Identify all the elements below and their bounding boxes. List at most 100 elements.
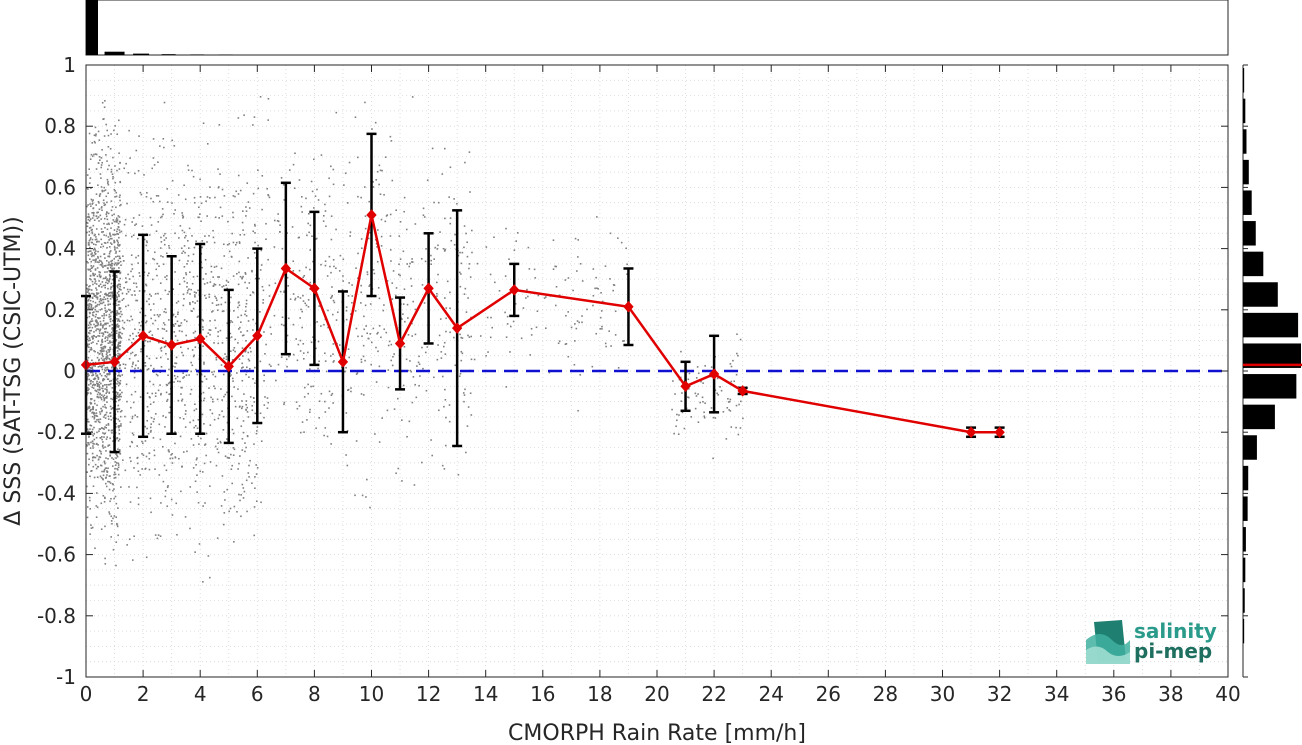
scatter-point [197,315,199,318]
scatter-point [100,323,102,325]
scatter-point [111,268,113,270]
scatter-point [101,326,104,329]
scatter-point [110,429,113,432]
scatter-point [252,329,254,331]
scatter-point [104,346,106,349]
scatter-point [241,449,244,451]
scatter-point [173,374,176,377]
scatter-point [104,345,107,348]
scatter-point [303,274,306,277]
scatter-point [263,404,266,406]
scatter-point [384,156,387,159]
scatter-point [104,203,107,206]
scatter-point [110,200,113,202]
scatter-point [88,182,91,184]
scatter-point [738,403,740,406]
scatter-point [124,367,126,370]
scatter-point [225,279,228,282]
scatter-point [232,211,234,214]
scatter-point [117,313,120,315]
scatter-point [214,216,217,219]
scatter-point [94,325,97,327]
scatter-point [377,331,379,334]
scatter-point [180,247,183,250]
scatter-point [128,357,131,360]
scatter-point [307,383,309,386]
scatter-point [609,232,612,235]
scatter-point [476,262,479,265]
mean-marker [166,339,177,351]
scatter-point [162,255,164,258]
scatter-point [99,388,101,391]
scatter-point [131,221,133,223]
scatter-point [89,299,92,302]
scatter-point [116,395,119,398]
scatter-point [103,364,105,367]
scatter-point [449,291,451,294]
scatter-point [196,275,199,278]
scatter-point [305,197,307,200]
scatter-point [106,401,108,403]
right-histogram-bar [1243,465,1249,491]
scatter-point [88,496,91,499]
scatter-point [410,285,413,287]
scatter-point [209,485,211,487]
scatter-point [330,215,333,218]
scatter-point [92,259,94,261]
mean-marker [109,356,120,368]
scatter-point [190,438,193,440]
scatter-point [123,321,126,324]
scatter-point [92,214,95,217]
scatter-point [125,162,127,165]
scatter-point [267,119,269,121]
scatter-point [175,362,178,365]
scatter-point [91,292,93,295]
scatter-point [132,234,135,237]
scatter-point [253,443,255,445]
scatter-point [118,364,121,367]
scatter-point [243,233,246,236]
scatter-point [91,398,93,400]
scatter-point [100,357,103,360]
scatter-point [243,393,245,395]
scatter-point [318,305,321,307]
scatter-point [479,335,482,337]
scatter-point [94,547,96,550]
scatter-point [527,295,529,298]
scatter-point [315,238,317,240]
scatter-point [211,398,214,401]
y-tick-label: 0.6 [44,175,76,199]
scatter-point [93,377,96,380]
scatter-point [181,465,183,468]
scatter-point [89,203,91,205]
scatter-point [301,195,303,198]
scatter-point [118,196,121,198]
scatter-point [129,445,131,448]
scatter-point [498,290,501,292]
scatter-point [437,344,439,346]
scatter-point [205,432,208,435]
scatter-point [209,333,211,336]
scatter-point [363,328,365,331]
scatter-point [159,535,162,538]
scatter-point [104,265,106,267]
scatter-point [118,432,121,435]
scatter-point [111,337,114,340]
scatter-point [313,207,315,209]
scatter-point [131,559,134,561]
scatter-point [194,551,196,553]
scatter-point [222,285,225,287]
scatter-point [121,292,124,295]
scatter-point [179,380,181,383]
scatter-point [94,301,97,304]
scatter-point [114,467,116,470]
scatter-point [330,271,332,274]
scatter-point [228,457,231,459]
scatter-point [324,210,327,212]
scatter-point [116,292,119,294]
top-histogram-bar [190,54,205,55]
scatter-point [170,498,173,501]
scatter-point [165,252,168,255]
scatter-point [381,169,383,172]
scatter-point [564,343,567,346]
